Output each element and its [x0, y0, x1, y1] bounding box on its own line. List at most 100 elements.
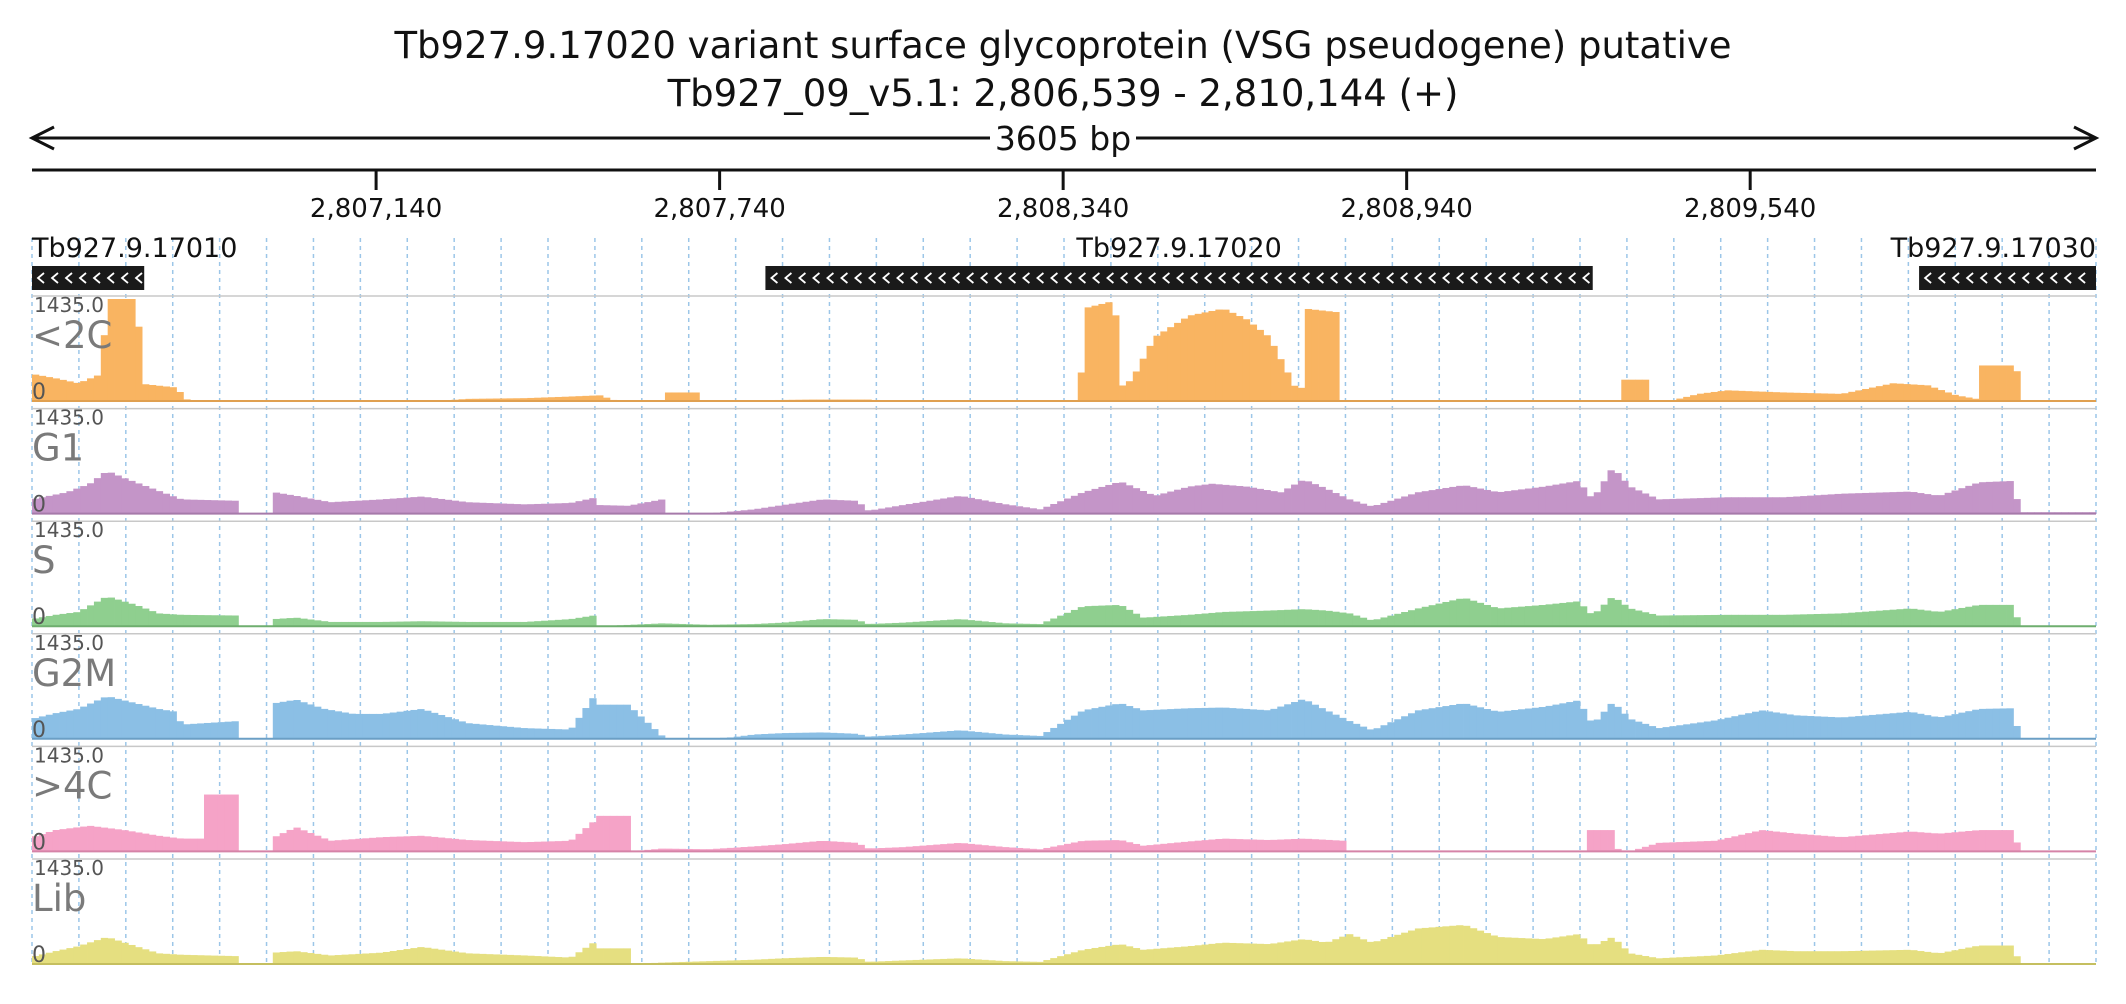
- coverage-bin: [156, 386, 163, 401]
- coverage-bin: [176, 392, 183, 401]
- coverage-bin: [1704, 721, 1711, 738]
- coverage-bin: [1910, 609, 1917, 626]
- coverage-bin: [1470, 706, 1477, 739]
- coverage-bin: [1305, 940, 1312, 964]
- coverage-bin: [321, 709, 328, 739]
- coverage-bin: [548, 957, 555, 964]
- coverage-bin: [1580, 487, 1587, 513]
- coverage-bin: [1105, 302, 1112, 401]
- coverage-bin: [1504, 937, 1511, 964]
- coverage-bin: [1181, 615, 1188, 626]
- coverage-bin: [1057, 956, 1064, 964]
- coverage-bin: [1711, 721, 1718, 739]
- coverage-bin: [1855, 716, 1862, 739]
- coverage-bin: [46, 377, 53, 401]
- coverage-bin: [1745, 951, 1752, 964]
- coverage-bin: [1043, 507, 1050, 514]
- coverage-bin: [1367, 729, 1374, 738]
- coverage-bin: [1319, 840, 1326, 852]
- coverage-bin: [1525, 489, 1532, 514]
- coverage-bin: [135, 947, 142, 964]
- coverage-bin: [328, 710, 335, 739]
- coverage-bin: [1449, 600, 1456, 626]
- coverage-bin: [1394, 499, 1401, 514]
- coverage-bin: [1848, 951, 1855, 964]
- coverage-bin: [452, 952, 459, 964]
- coverage-bin: [1119, 385, 1126, 401]
- coverage-bin: [1608, 470, 1615, 513]
- coverage-bin: [197, 839, 204, 852]
- coverage-bin: [376, 714, 383, 739]
- coverage-bin: [1697, 841, 1704, 851]
- coverage-bin: [1195, 945, 1202, 964]
- coverage-bin: [60, 950, 67, 964]
- coverage-bin: [514, 504, 521, 514]
- coverage-bin: [1092, 606, 1099, 626]
- track-name: Lib: [32, 877, 86, 920]
- coverage-bin: [232, 795, 239, 852]
- coverage-bin: [576, 618, 583, 626]
- coverage-bin: [1380, 503, 1387, 514]
- coverage-bin: [1731, 615, 1738, 626]
- coverage-bin: [1890, 950, 1897, 964]
- coverage-bin: [1085, 841, 1092, 852]
- coverage-bin: [1360, 504, 1367, 514]
- coverage-bin: [1669, 499, 1676, 514]
- coverage-bin: [1387, 616, 1394, 627]
- coverage-bin: [101, 697, 108, 738]
- coverage-bin: [1938, 612, 1945, 627]
- coverage-bin: [500, 726, 507, 739]
- coverage-bin: [1160, 948, 1167, 964]
- coverage-bin: [101, 828, 108, 852]
- coverage-bin: [1497, 937, 1504, 964]
- coverage-bin: [1195, 841, 1202, 852]
- coverage-bin: [1374, 728, 1381, 739]
- coverage-bin: [589, 698, 596, 739]
- coverage-bin: [404, 498, 411, 514]
- coverage-bin: [1835, 614, 1842, 627]
- coverage-bin: [218, 615, 225, 626]
- coverage-bin: [431, 498, 438, 513]
- track-name: G1: [32, 427, 84, 470]
- coverage-bin: [1250, 840, 1257, 852]
- coverage-bin: [610, 948, 617, 964]
- coverage-bin: [397, 950, 404, 964]
- coverage-bin: [1539, 487, 1546, 514]
- coverage-bin: [1828, 614, 1835, 627]
- coverage-bin: [968, 498, 975, 514]
- coverage-bin: [1133, 488, 1140, 513]
- coverage-bin: [1559, 483, 1566, 513]
- coverage-bin: [1071, 843, 1078, 852]
- coverage-bin: [1945, 716, 1952, 739]
- coverage-bin: [514, 727, 521, 738]
- coverage-bin: [954, 619, 961, 626]
- coverage-bin: [459, 953, 466, 964]
- coverage-bin: [53, 615, 60, 626]
- coverage-bin: [1635, 722, 1642, 739]
- coverage-bin: [1085, 491, 1092, 514]
- coverage-bin: [1140, 359, 1147, 401]
- coverage-bin: [1057, 724, 1064, 739]
- coverage-bin: [1484, 933, 1491, 964]
- coverage-bin: [617, 705, 624, 739]
- coverage-bin: [2000, 365, 2007, 401]
- coverage-bin: [1002, 504, 1009, 513]
- coverage-bin: [397, 712, 404, 739]
- coverage-bin: [1642, 493, 1649, 513]
- coverage-bin: [1759, 392, 1766, 401]
- coverage-bin: [1188, 708, 1195, 739]
- coverage-bin: [1814, 951, 1821, 964]
- coverage-bin: [1766, 392, 1773, 401]
- coverage-bin: [369, 953, 376, 964]
- coverage-bin: [176, 615, 183, 626]
- coverage-bin: [1979, 830, 1986, 851]
- coverage-bin: [947, 731, 954, 739]
- coverage-bin: [1642, 380, 1649, 401]
- y-min-label: 0: [32, 605, 46, 630]
- coverage-bin: [211, 500, 218, 513]
- coverage-bin: [1387, 501, 1394, 514]
- coverage-bin: [287, 830, 294, 851]
- coverage-bin: [1828, 394, 1835, 401]
- coverage-bin: [1291, 702, 1298, 739]
